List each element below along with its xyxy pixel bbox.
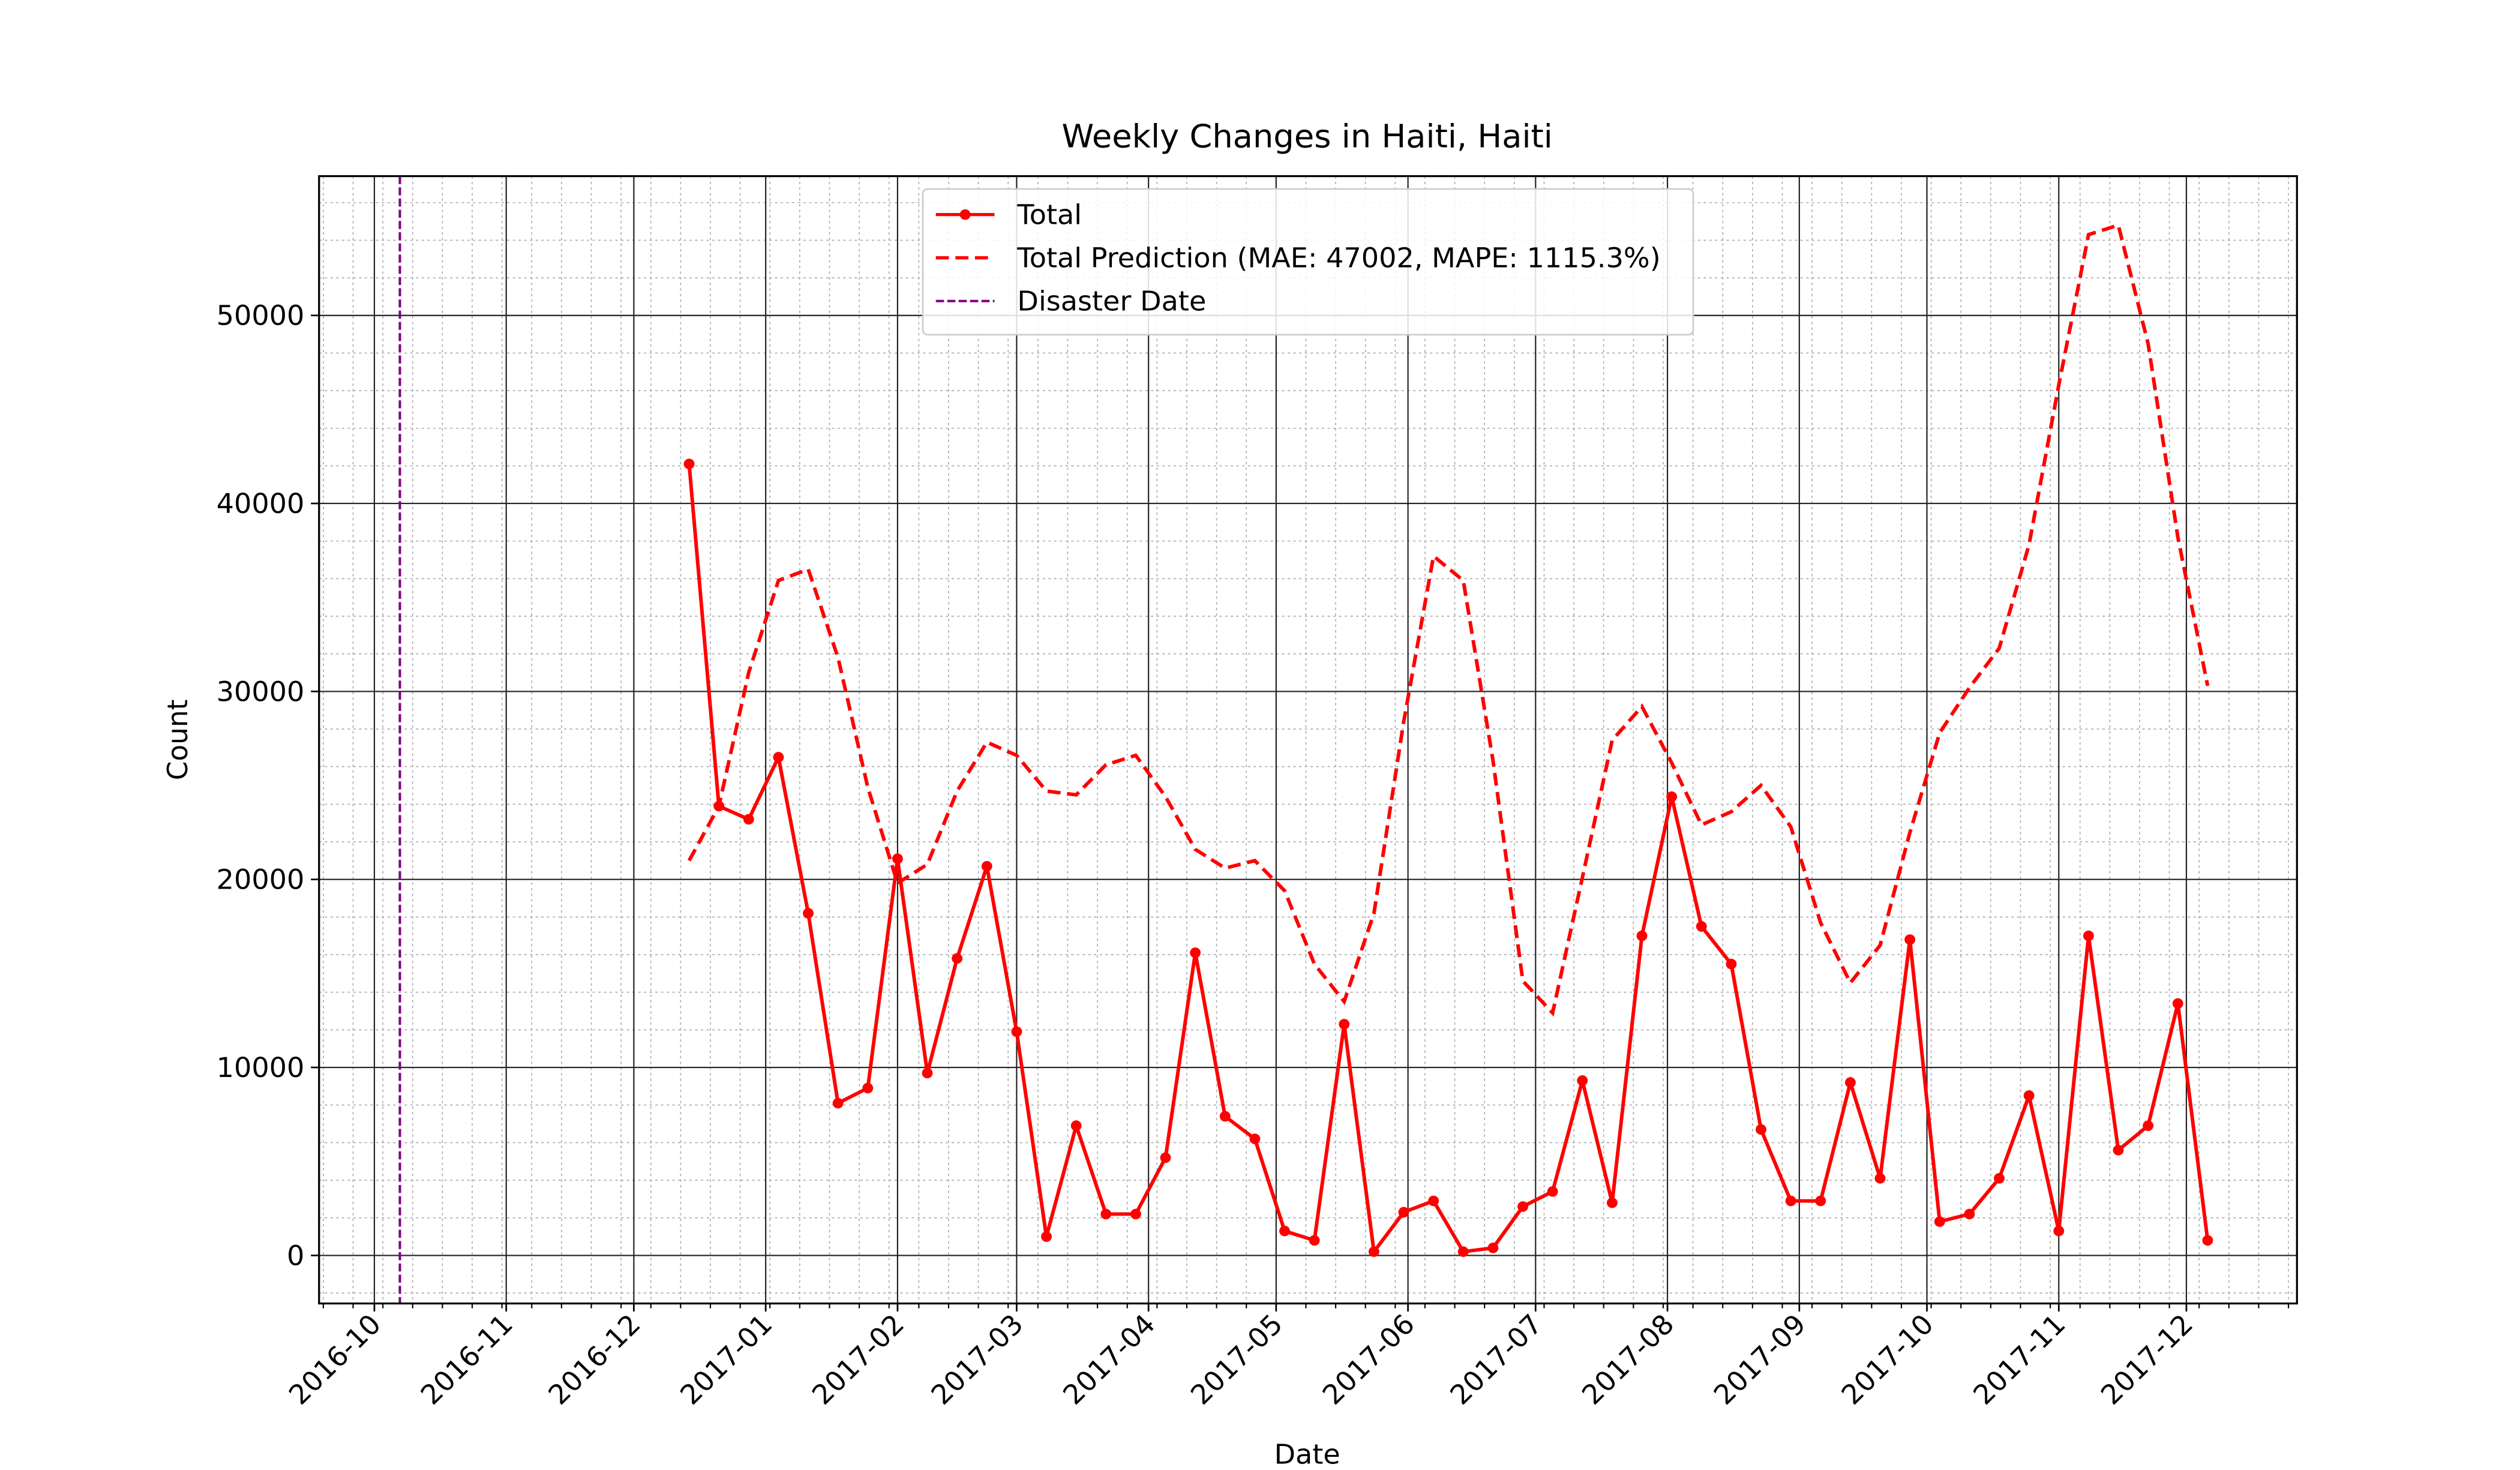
data-point xyxy=(1696,921,1707,932)
y-tick-label: 20000 xyxy=(217,864,305,896)
data-point xyxy=(2053,1225,2065,1237)
data-point xyxy=(1517,1201,1529,1212)
data-point xyxy=(1666,791,1678,802)
legend: Total Total Prediction (MAE: 47002, MAPE:… xyxy=(922,188,1694,336)
data-point xyxy=(1219,1111,1231,1122)
data-point xyxy=(1279,1225,1291,1237)
y-axis-label: Count xyxy=(162,700,194,781)
legend-label: Disaster Date xyxy=(1017,286,1206,317)
y-tick-label: 50000 xyxy=(217,300,305,332)
data-point xyxy=(2143,1120,2154,1131)
data-point xyxy=(1130,1208,1141,1220)
data-point xyxy=(1815,1195,1826,1207)
data-point xyxy=(832,1097,844,1109)
data-point xyxy=(1339,1019,1350,1030)
data-point xyxy=(1428,1195,1439,1207)
y-tick-label: 0 xyxy=(287,1240,304,1272)
legend-box xyxy=(922,188,1694,336)
data-point xyxy=(1577,1075,1588,1086)
legend-label: Total Prediction (MAE: 47002, MAPE: 1115… xyxy=(1016,242,1660,274)
data-point xyxy=(1368,1246,1379,1257)
data-point xyxy=(1487,1243,1499,1253)
data-point xyxy=(1874,1173,1886,1184)
data-point xyxy=(1606,1197,1618,1208)
data-point xyxy=(1100,1208,1112,1220)
data-point xyxy=(743,814,754,825)
data-point xyxy=(1160,1152,1171,1163)
data-point xyxy=(1457,1246,1469,1257)
data-point xyxy=(1070,1120,1082,1131)
data-point xyxy=(803,908,814,919)
legend-label: Total xyxy=(1016,199,1082,231)
data-point xyxy=(1904,934,1916,945)
y-tick-label: 40000 xyxy=(217,488,305,520)
data-point xyxy=(1041,1231,1052,1242)
chart-title: Weekly Changes in Haiti, Haiti xyxy=(1061,118,1552,155)
series-line xyxy=(687,223,2210,1017)
data-point xyxy=(1994,1173,2005,1184)
data-point xyxy=(1309,1235,1320,1246)
data-point xyxy=(952,953,963,964)
data-point xyxy=(2023,1090,2035,1101)
data-point xyxy=(1011,1026,1022,1037)
data-point xyxy=(1785,1195,1796,1207)
data-point xyxy=(862,1082,874,1094)
data-point xyxy=(2172,998,2183,1009)
data-point xyxy=(2083,930,2094,941)
data-point xyxy=(2202,1235,2213,1246)
plot-frame xyxy=(318,175,2298,1305)
data-point xyxy=(1398,1207,1409,1218)
data-point xyxy=(1844,1077,1856,1088)
data-point xyxy=(1547,1186,1558,1197)
data-point xyxy=(892,853,903,865)
data-point xyxy=(773,752,784,763)
legend-marker xyxy=(959,209,971,220)
data-point xyxy=(981,860,992,872)
data-point xyxy=(1190,947,1201,958)
data-point xyxy=(683,458,695,470)
y-tick-label: 10000 xyxy=(217,1052,305,1084)
data-point xyxy=(1934,1216,1945,1227)
data-point xyxy=(2113,1145,2124,1156)
data-point xyxy=(1726,958,1737,970)
data-point xyxy=(922,1067,933,1079)
data-point xyxy=(1636,930,1648,941)
series-line xyxy=(687,464,2210,1256)
data-point xyxy=(1249,1133,1261,1144)
data-point xyxy=(1964,1208,1975,1220)
data-point xyxy=(1756,1124,1766,1135)
y-tick-label: 30000 xyxy=(217,676,305,708)
x-axis-label: Date xyxy=(1274,1439,1340,1470)
